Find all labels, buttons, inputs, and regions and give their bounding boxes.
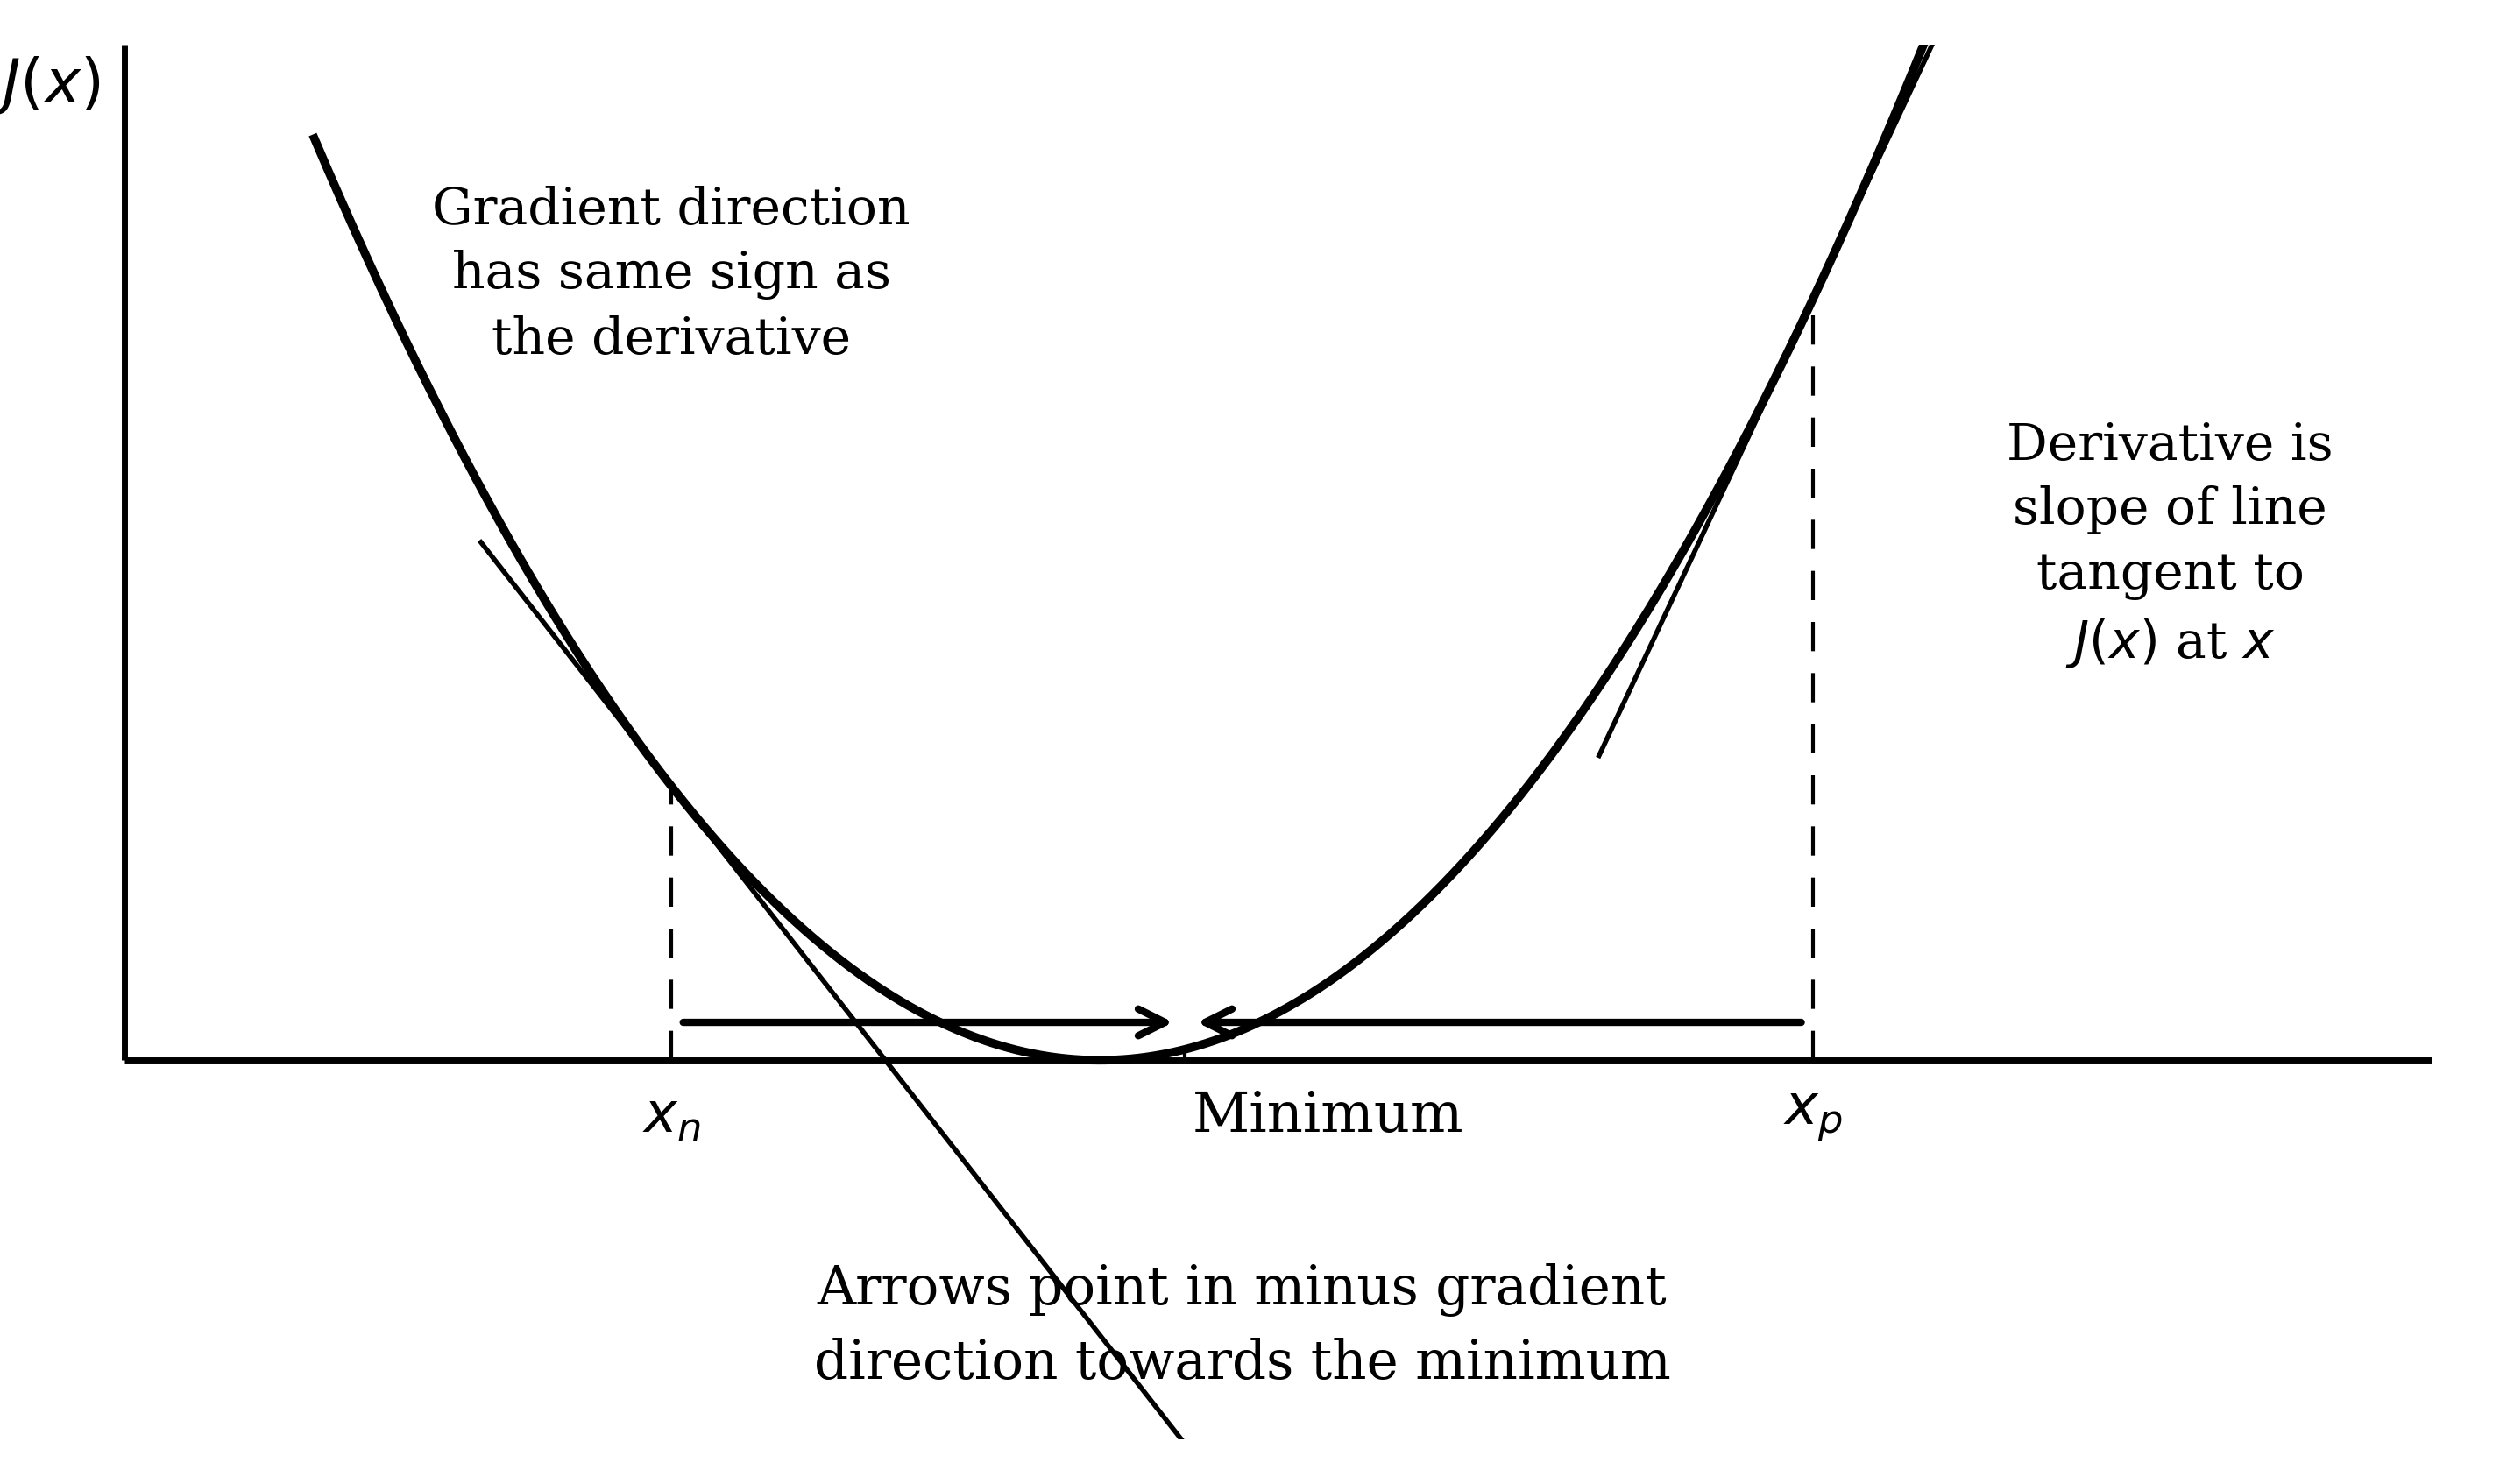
Text: Arrows point in minus gradient
direction towards the minimum: Arrows point in minus gradient direction… <box>815 1263 1670 1391</box>
Text: $x_p$: $x_p$ <box>1782 1091 1843 1144</box>
Text: $J(x)$: $J(x)$ <box>0 55 100 117</box>
Text: Gradient direction
has same sign as
the derivative: Gradient direction has same sign as the … <box>431 186 910 364</box>
Text: Derivative is
slope of line
tangent to
$J(x)$ at $x$: Derivative is slope of line tangent to $… <box>2006 421 2334 669</box>
Text: $x_n$: $x_n$ <box>642 1091 699 1144</box>
Text: Minimum: Minimum <box>1193 1091 1464 1144</box>
